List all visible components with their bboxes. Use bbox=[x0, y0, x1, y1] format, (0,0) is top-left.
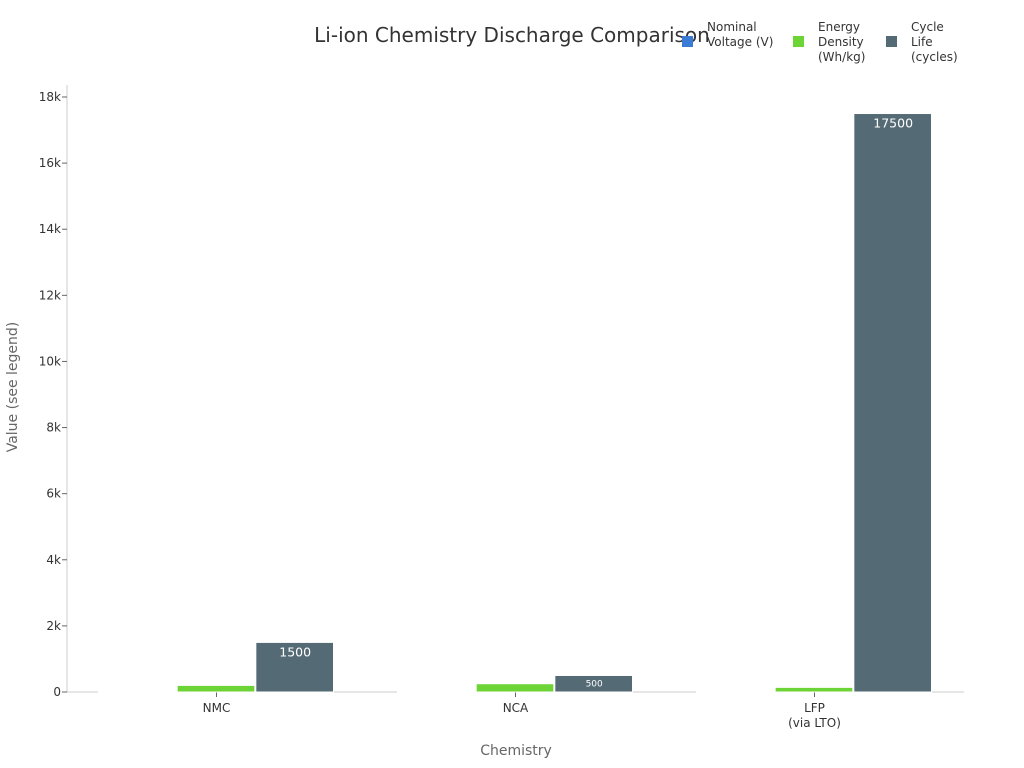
bar-value-label: 17500 bbox=[873, 116, 913, 131]
legend-swatch bbox=[682, 36, 693, 47]
y-tick-label: 2k bbox=[46, 619, 61, 633]
y-axis-title: Value (see legend) bbox=[5, 322, 21, 453]
bar bbox=[98, 691, 177, 693]
x-axis-title: Chemistry bbox=[480, 743, 552, 759]
bar-value-label: 1500 bbox=[279, 644, 311, 659]
y-tick-label: 16k bbox=[39, 156, 61, 170]
y-tick-label: 8k bbox=[46, 421, 61, 435]
bar bbox=[696, 691, 775, 693]
legend-swatch bbox=[886, 36, 897, 47]
bar bbox=[853, 113, 932, 693]
legend-label: Nominal Voltage (V) bbox=[707, 20, 773, 49]
legend-label: Cycle Life (cycles) bbox=[911, 20, 958, 64]
bar-value-label: 500 bbox=[586, 680, 603, 690]
legend: Nominal Voltage (V) Energy Density (Wh/kg) Cy… bbox=[682, 20, 958, 64]
bar bbox=[255, 641, 334, 693]
y-tick-label: 0 bbox=[53, 685, 61, 699]
bar bbox=[176, 684, 256, 693]
bar bbox=[554, 674, 633, 693]
legend-swatch bbox=[793, 36, 804, 47]
chart-title: Li-ion Chemistry Discharge Comparison bbox=[314, 23, 710, 47]
y-tick-label: 4k bbox=[46, 553, 61, 567]
legend-label: Energy Density (Wh/kg) bbox=[818, 20, 865, 64]
bar bbox=[397, 691, 476, 693]
y-tick-label: 14k bbox=[39, 222, 61, 236]
bar bbox=[774, 686, 854, 693]
bar bbox=[475, 683, 555, 693]
plot-area: 0 2k 4k 6k 8k 10k 12k 14k 16k 18k NMC 1500 NCA 500 LFP… bbox=[39, 85, 964, 730]
y-tick-label: 10k bbox=[39, 354, 61, 368]
x-tick-label: LFP (via LTO) bbox=[788, 701, 841, 730]
y-tick-label: 18k bbox=[39, 90, 61, 104]
x-tick-label: NCA bbox=[503, 701, 529, 715]
y-tick-label: 12k bbox=[39, 288, 61, 302]
y-tick-label: 6k bbox=[46, 487, 61, 501]
x-tick-label: NMC bbox=[203, 701, 231, 715]
